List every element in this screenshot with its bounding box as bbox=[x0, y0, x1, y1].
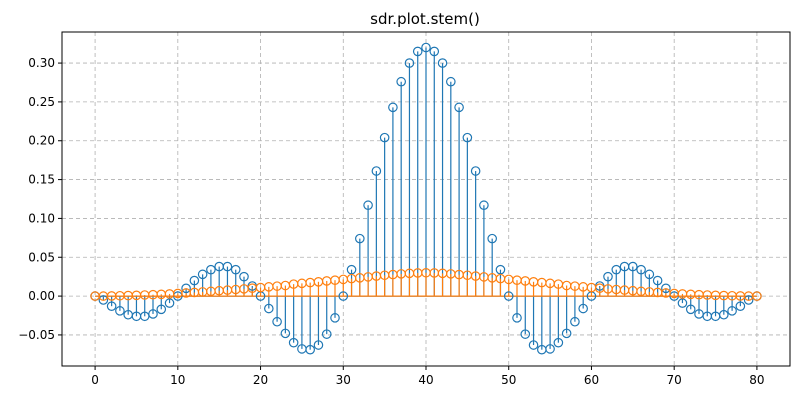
stem-marker bbox=[462, 132, 473, 143]
stem-marker bbox=[330, 313, 340, 323]
stem-marker bbox=[677, 298, 688, 308]
stem-marker bbox=[752, 291, 762, 301]
x-tick-label: 40 bbox=[418, 373, 433, 387]
stem-marker bbox=[272, 316, 282, 327]
stem-marker bbox=[181, 283, 191, 294]
stem-marker bbox=[503, 291, 514, 301]
chart-title: sdr.plot.stem() bbox=[370, 10, 480, 28]
stem-marker bbox=[446, 76, 456, 87]
stem-marker bbox=[264, 303, 274, 314]
markers-1 bbox=[90, 267, 762, 301]
stem-marker bbox=[520, 329, 531, 339]
stem-marker bbox=[396, 76, 406, 87]
stem-marker bbox=[743, 295, 754, 305]
stem-marker bbox=[371, 166, 382, 176]
y-axis: −0.05 0.00 0.05 0.10 0.15 0.20 0.25 0.30 bbox=[18, 56, 62, 342]
y-tick-label: 0.25 bbox=[28, 95, 55, 109]
stem-marker bbox=[379, 132, 390, 143]
stem-marker bbox=[388, 102, 398, 113]
series-0 bbox=[102, 47, 750, 350]
stem-marker bbox=[206, 264, 216, 275]
stem-marker bbox=[545, 344, 555, 354]
stem-marker bbox=[487, 233, 497, 244]
stem-marker bbox=[156, 304, 167, 315]
stem-marker bbox=[570, 316, 580, 327]
stem-marker bbox=[735, 301, 746, 311]
x-tick-label: 0 bbox=[91, 373, 99, 387]
stem-marker bbox=[578, 303, 588, 314]
stem-marker bbox=[685, 304, 696, 315]
x-tick-label: 20 bbox=[253, 373, 268, 387]
plot-area bbox=[90, 42, 762, 355]
stem-marker bbox=[288, 337, 299, 348]
y-tick-label: 0.00 bbox=[28, 289, 55, 303]
stem-marker bbox=[338, 291, 349, 301]
stem-marker bbox=[321, 329, 332, 339]
stem-marker bbox=[719, 309, 729, 320]
stem-marker bbox=[611, 264, 622, 275]
stem-marker bbox=[412, 46, 423, 57]
y-tick-label: 0.05 bbox=[28, 250, 55, 264]
stem-marker bbox=[479, 200, 489, 211]
stem-marker bbox=[305, 344, 315, 355]
stem-marker bbox=[561, 328, 572, 339]
x-tick-label: 80 bbox=[749, 373, 764, 387]
stem-marker bbox=[197, 269, 208, 280]
stem-marker bbox=[661, 283, 671, 294]
x-axis: 0 10 20 30 40 50 60 70 80 bbox=[91, 366, 765, 387]
stem-marker bbox=[189, 275, 200, 286]
stem-marker bbox=[512, 313, 522, 323]
stem-marker bbox=[454, 102, 464, 113]
y-tick-label: 0.20 bbox=[28, 134, 55, 148]
stem-marker bbox=[437, 58, 448, 68]
y-tick-label: 0.10 bbox=[28, 211, 55, 225]
stem-marker bbox=[98, 295, 109, 305]
stem-marker bbox=[355, 233, 365, 244]
x-tick-label: 10 bbox=[170, 373, 185, 387]
stem-marker bbox=[636, 264, 646, 275]
stem-marker bbox=[280, 328, 291, 339]
stem-marker bbox=[164, 298, 175, 308]
stem-marker bbox=[421, 42, 431, 53]
y-tick-label: 0.30 bbox=[28, 56, 55, 70]
stem-marker bbox=[239, 271, 249, 282]
y-tick-label: 0.15 bbox=[28, 173, 55, 187]
stem-marker bbox=[429, 46, 440, 57]
stem-marker bbox=[404, 58, 415, 68]
stem-marker bbox=[727, 306, 737, 316]
x-tick-label: 30 bbox=[336, 373, 351, 387]
stem-marker bbox=[628, 261, 638, 272]
stem-marker bbox=[222, 261, 233, 272]
stem-marker bbox=[528, 340, 539, 350]
stem-marker bbox=[115, 306, 125, 316]
x-tick-label: 60 bbox=[584, 373, 599, 387]
stem-marker bbox=[313, 340, 324, 350]
stem-marker bbox=[470, 166, 481, 176]
stem-marker bbox=[363, 200, 373, 211]
y-tick-label: −0.05 bbox=[18, 328, 55, 342]
x-tick-label: 70 bbox=[667, 373, 682, 387]
x-tick-label: 50 bbox=[501, 373, 516, 387]
stem-marker bbox=[106, 301, 117, 311]
stem-marker bbox=[603, 271, 613, 282]
stem-marker bbox=[148, 309, 158, 319]
stem-marker bbox=[553, 337, 564, 348]
stem-marker bbox=[644, 269, 655, 280]
stem-marker bbox=[230, 264, 241, 275]
stem-marker bbox=[652, 275, 663, 286]
